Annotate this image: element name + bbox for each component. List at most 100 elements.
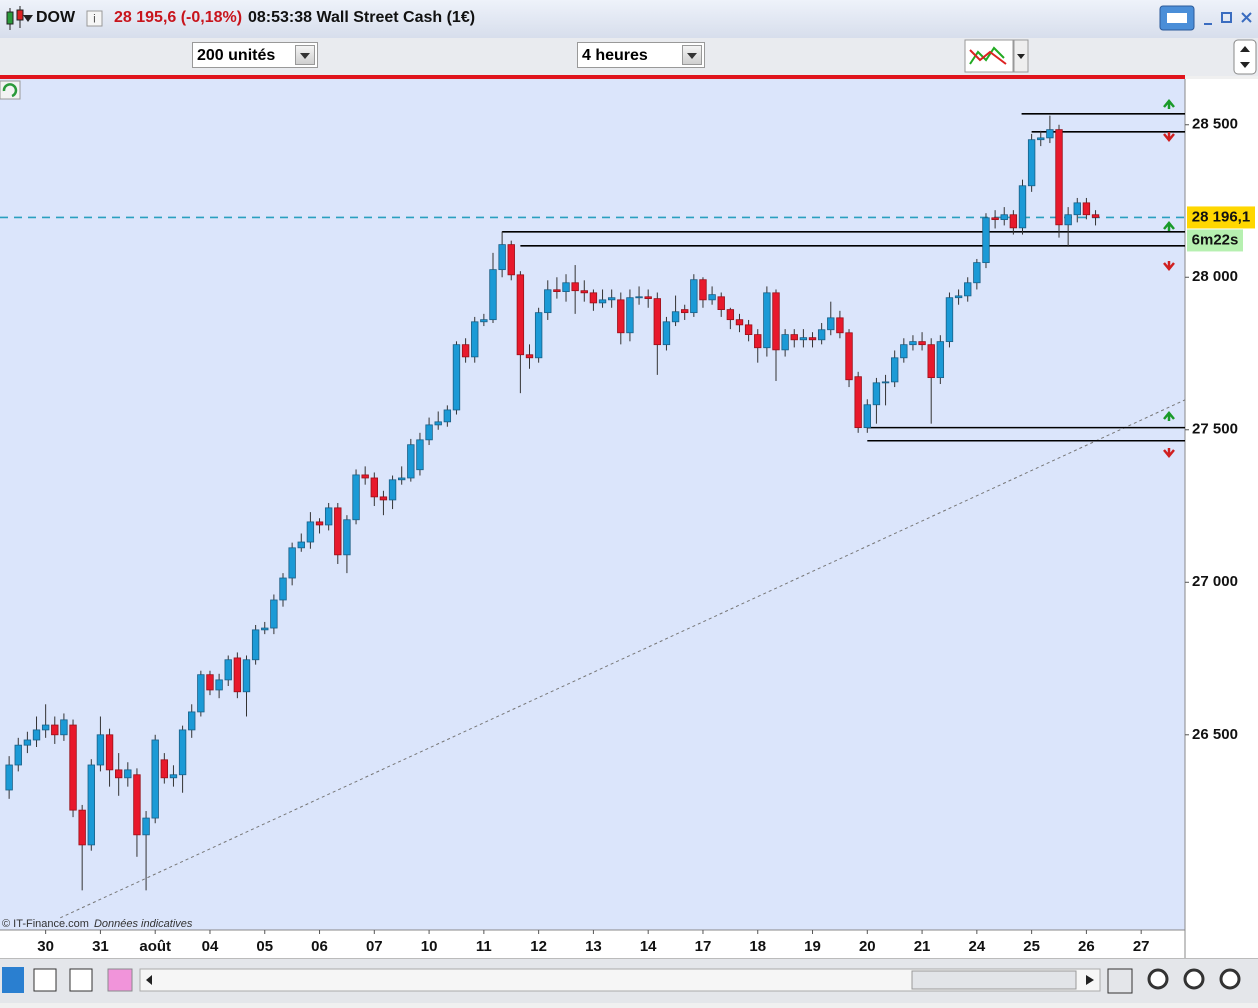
candle-body: [160, 759, 169, 779]
footer-source: © IT-Finance.com: [2, 918, 89, 930]
alert-up: [1163, 221, 1175, 231]
candle-body: [827, 317, 835, 331]
tool-button[interactable]: [107, 968, 133, 992]
x-tick-label: 05: [256, 938, 273, 955]
units-dropdown[interactable]: 200 unités: [192, 42, 318, 68]
zoom-out[interactable]: [1183, 968, 1205, 990]
candle-body: [881, 381, 890, 384]
instrument-info: 08:53:38 Wall Street Cash (1€): [248, 9, 476, 26]
candle-body: [142, 817, 150, 836]
candle-body: [507, 244, 515, 276]
candle-body: [407, 444, 415, 479]
candle-body: [169, 774, 178, 779]
candle-body: [662, 321, 671, 346]
symbol-dropdown[interactable]: [22, 0, 34, 38]
alert-down: [1163, 448, 1175, 458]
plot-area: [0, 79, 1185, 930]
candle-body: [197, 674, 205, 713]
candle-body: [726, 309, 735, 321]
candle-body: [918, 341, 926, 346]
scroll-thumb[interactable]: [911, 970, 1077, 990]
x-tick-label: 19: [804, 938, 821, 955]
candle-body: [87, 764, 95, 846]
x-tick-label: 07: [366, 938, 383, 955]
candle-body: [32, 729, 41, 741]
candle-body: [434, 421, 442, 426]
y-tick-label: 28 000: [1192, 268, 1238, 285]
tool-button[interactable]: [69, 968, 93, 992]
candle-body: [534, 312, 543, 359]
candle-body: [1037, 137, 1045, 141]
candle-body: [525, 354, 534, 359]
candle-body: [370, 477, 378, 498]
x-tick-label: 27: [1133, 938, 1150, 955]
scrollbar[interactable]: [139, 968, 1101, 992]
candle-body: [890, 357, 899, 383]
candle-body: [425, 424, 433, 441]
candle-body: [900, 344, 908, 359]
svg-text:i: i: [93, 12, 96, 26]
share-button[interactable]: [2, 967, 24, 993]
candle-body: [151, 739, 159, 819]
candle-body: [361, 474, 369, 479]
candle-body: [626, 297, 634, 334]
candle-body: [790, 334, 798, 341]
candle-body: [982, 217, 990, 264]
candle-body: [690, 279, 698, 314]
candle-body: [352, 474, 360, 521]
candle-body: [1055, 129, 1063, 226]
candle-body: [206, 674, 214, 691]
period: 4 heures: [582, 47, 648, 64]
scroll-right[interactable]: [1086, 975, 1094, 985]
title-bar: DOW i 28 195,6 (-0,18%) 08:53:38 Wall St…: [0, 0, 1258, 39]
tool-button[interactable]: [1107, 968, 1133, 994]
candle-body: [808, 337, 817, 341]
candle-body: [471, 321, 479, 358]
candle-body: [178, 729, 187, 776]
candle-body: [78, 809, 86, 846]
candle-body: [653, 298, 662, 346]
candle-body: [416, 439, 424, 471]
zoom-in[interactable]: [1219, 968, 1241, 990]
timer: 6m22s: [1192, 231, 1239, 248]
candle-body: [1082, 202, 1091, 216]
chart: 28 500 28 000 27 500 27 000 26 500 30 31 août 04…: [0, 79, 1258, 959]
candle-body: [607, 297, 616, 301]
alert-down: [1163, 261, 1175, 271]
tool-button[interactable]: [33, 968, 57, 992]
scroll-left[interactable]: [146, 975, 152, 985]
candle-body: [60, 719, 68, 736]
reload-icon: [2, 83, 18, 98]
info-button[interactable]: i: [86, 10, 104, 28]
candle-body: [817, 329, 826, 341]
x-tick-label: 10: [421, 938, 438, 955]
bottom-tools: [2, 967, 1241, 994]
candle-body: [452, 344, 461, 411]
y-tick-label: 27 000: [1192, 573, 1238, 590]
indicator-button[interactable]: [964, 38, 1030, 76]
candle-body: [589, 292, 598, 304]
candle-body: [461, 344, 470, 358]
x-tick-label: 21: [914, 938, 931, 955]
candle-body: [105, 734, 114, 771]
zoom-button[interactable]: [1147, 968, 1169, 990]
candle-body: [681, 309, 689, 314]
candle-body: [580, 290, 588, 294]
candle-body: [41, 724, 50, 731]
scroll-toggle[interactable]: [1232, 38, 1258, 76]
candle-body: [480, 319, 488, 323]
x-tick-label: 13: [585, 938, 602, 955]
candle-body: [306, 521, 315, 543]
candle-body: [1018, 185, 1027, 229]
candle-body: [1091, 214, 1100, 218]
candle-body: [744, 324, 753, 336]
candle-body: [343, 519, 351, 556]
candle-body: [324, 507, 333, 526]
symbol: DOW: [36, 9, 76, 26]
candle-body: [927, 344, 935, 379]
period-dropdown[interactable]: 4 heures: [577, 42, 705, 68]
candle-body: [836, 317, 844, 334]
window-controls[interactable]: [1158, 4, 1258, 34]
y-tick-label: 28 500: [1192, 116, 1238, 133]
